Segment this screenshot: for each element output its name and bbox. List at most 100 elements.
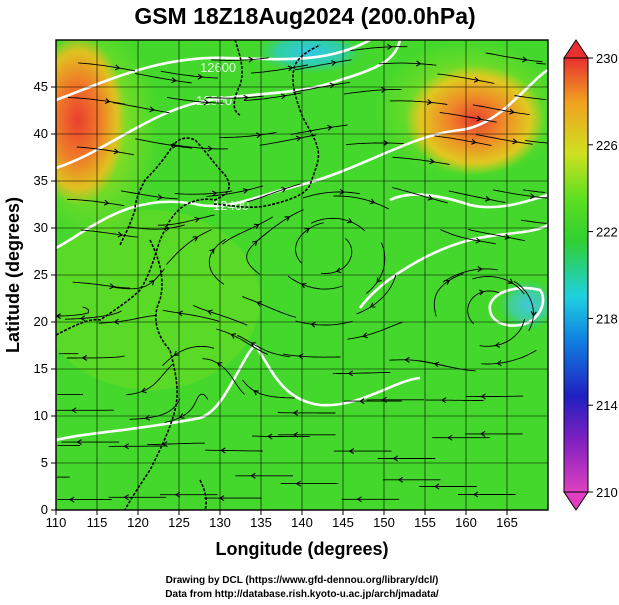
streamline — [250, 64, 309, 74]
colorbar-ticks: 210 214 218 222 226 230 — [588, 51, 618, 500]
colorbar-tick-label: 210 — [596, 485, 618, 500]
y-tick-label: 35 — [34, 173, 48, 188]
streamline-arrowhead — [496, 360, 502, 367]
streamline-arrowhead — [494, 342, 501, 348]
streamline — [479, 318, 525, 347]
colorbar-tick-label: 230 — [596, 51, 618, 66]
streamline — [347, 321, 403, 340]
streamline-arrowhead — [447, 434, 453, 441]
svg-text:12600: 12600 — [200, 60, 236, 75]
streamline-arrowhead — [346, 217, 353, 224]
y-tick-label: 25 — [34, 267, 48, 282]
y-tick-label: 20 — [34, 314, 48, 329]
y-tick-label: 0 — [41, 502, 48, 517]
x-tick-label: 115 — [87, 515, 108, 530]
streamline-arrowhead — [103, 199, 110, 206]
streamline — [392, 187, 448, 204]
streamline-arrowhead — [348, 448, 355, 455]
streamline — [246, 183, 301, 203]
streamline — [216, 328, 269, 355]
streamline-arrowhead — [381, 396, 387, 403]
streamline-arrowhead — [295, 135, 302, 142]
x-tick-label: 125 — [168, 515, 190, 530]
y-tick-label: 15 — [34, 361, 48, 376]
streamline-arrowhead — [404, 356, 410, 363]
streamline — [67, 198, 125, 207]
streamline — [425, 399, 484, 401]
streamline-arrowhead — [267, 433, 273, 440]
streamline-arrowhead — [253, 390, 259, 396]
streamline-arrowhead — [444, 279, 451, 285]
streamline — [211, 57, 269, 61]
svg-text:12500: 12500 — [196, 93, 232, 108]
streamline — [434, 135, 492, 146]
y-tick-label: 40 — [34, 126, 48, 141]
streamline-arrowhead — [174, 491, 181, 498]
streamline-arrowhead — [242, 188, 249, 194]
streamline — [120, 190, 178, 200]
streamline — [135, 138, 193, 149]
streamline-arrowhead — [433, 361, 440, 368]
streamline — [525, 139, 548, 144]
streamline — [311, 217, 366, 232]
streamline — [242, 379, 295, 399]
streamline-arrowhead — [530, 311, 537, 317]
x-tick-label: 155 — [414, 515, 436, 530]
streamline — [160, 70, 219, 79]
streamline — [521, 219, 547, 224]
streamline — [344, 88, 402, 95]
y-axis-ticks: 0 5 10 15 20 25 30 35 40 45 — [34, 79, 56, 517]
streamline-arrowhead — [356, 496, 362, 503]
x-tick-label: 150 — [373, 515, 395, 530]
streamline — [467, 290, 500, 325]
streamline — [80, 229, 138, 238]
streamline — [440, 229, 496, 245]
streamline-arrowhead — [473, 76, 480, 83]
streamline-arrowhead — [440, 397, 447, 404]
streamline-arrowhead — [284, 216, 291, 222]
streamline-arrowhead — [529, 193, 536, 200]
streamline — [259, 134, 317, 146]
streamline — [237, 334, 291, 358]
colorbar-tick-label: 226 — [596, 138, 618, 153]
y-tick-label: 10 — [34, 408, 48, 423]
credit-data: Data from http://database.rish.kyoto-u.a… — [165, 589, 439, 600]
streamline-arrowhead — [248, 56, 254, 63]
x-tick-label: 140 — [291, 515, 313, 530]
streamline-arrowhead — [117, 231, 124, 238]
streamline — [108, 445, 167, 447]
x-tick-label: 145 — [332, 515, 354, 530]
streamline — [76, 146, 134, 156]
streamline — [356, 274, 397, 315]
streamline — [294, 59, 352, 71]
y-tick-label: 5 — [41, 455, 48, 470]
streamline — [522, 189, 546, 193]
streamline-arrowhead — [472, 491, 479, 498]
streamline — [320, 238, 353, 274]
streamline-arrowhead — [427, 194, 434, 201]
streamline — [433, 273, 464, 317]
streamline-arrowhead — [426, 99, 433, 106]
streamline — [378, 62, 437, 66]
streamline — [166, 96, 225, 104]
streamline-arrowhead — [347, 370, 354, 377]
x-tick-label: 120 — [127, 515, 149, 530]
streamline — [112, 102, 170, 114]
streamline — [346, 142, 404, 146]
streamline — [448, 190, 506, 203]
streamline — [475, 134, 533, 145]
streamline — [514, 95, 547, 101]
streamline — [208, 238, 227, 285]
streamline-arrowhead — [512, 138, 518, 145]
streamline — [287, 275, 343, 290]
streamline-arrowhead — [381, 86, 387, 93]
streamline-arrowhead — [252, 240, 258, 246]
streamline-arrowhead — [171, 142, 178, 149]
streamline-arrowhead — [256, 301, 263, 307]
streamline-arrowhead — [250, 472, 256, 479]
streamline-arrowhead — [397, 476, 404, 483]
streamline — [174, 190, 233, 195]
streamline-arrowhead — [220, 447, 226, 454]
streamline — [468, 228, 525, 242]
